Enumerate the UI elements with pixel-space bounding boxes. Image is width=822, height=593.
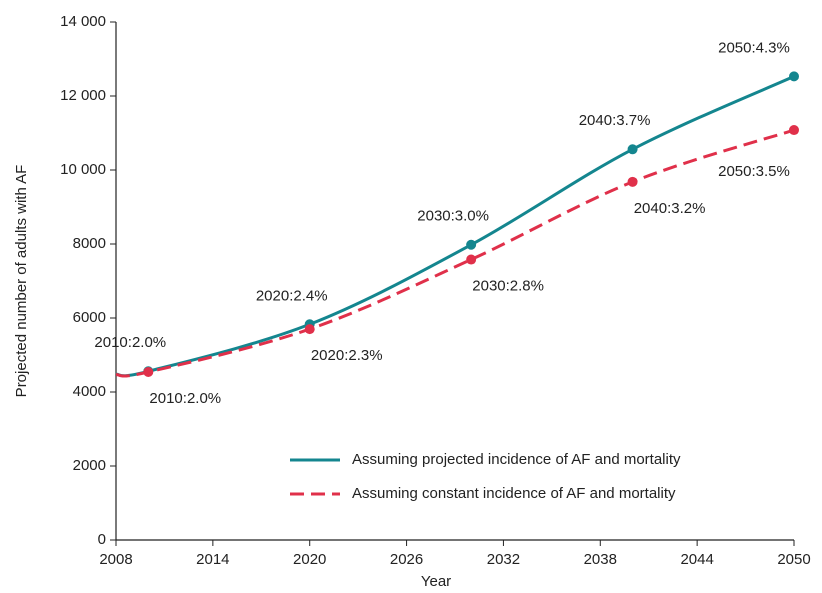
data-point <box>304 324 315 335</box>
point-label: 2020:2.4% <box>256 287 328 304</box>
data-point <box>466 254 477 265</box>
point-label: 2040:3.7% <box>579 112 651 129</box>
series-line <box>115 128 795 378</box>
x-tick-label: 2050 <box>777 551 810 568</box>
legend-label: Assuming projected incidence of AF and m… <box>352 451 681 468</box>
x-tick-label: 2026 <box>390 551 423 568</box>
x-tick-label: 2032 <box>487 551 520 568</box>
point-label: 2050:3.5% <box>718 163 790 180</box>
y-axis-title: Projected number of adults with AF <box>13 165 30 398</box>
y-tick-label: 8000 <box>73 235 106 252</box>
data-point <box>789 71 799 82</box>
data-point <box>789 125 799 136</box>
y-tick-label: 0 <box>98 531 106 548</box>
data-point <box>466 239 477 250</box>
data-point <box>143 367 154 378</box>
point-label: 2020:2.3% <box>311 347 383 364</box>
point-label: 2040:3.2% <box>634 200 706 217</box>
y-tick-label: 6000 <box>73 309 106 326</box>
x-tick-label: 2008 <box>99 551 132 568</box>
x-axis-title: Year <box>421 573 451 590</box>
data-point <box>627 176 638 187</box>
data-point <box>627 144 638 155</box>
series-line <box>115 75 795 378</box>
x-tick-label: 2044 <box>680 551 713 568</box>
x-tick-label: 2038 <box>584 551 617 568</box>
y-tick-label: 10 000 <box>60 161 106 178</box>
point-label: 2030:2.8% <box>472 278 544 295</box>
point-label: 2010:2.0% <box>149 390 221 407</box>
y-tick-label: 2000 <box>73 457 106 474</box>
point-label: 2030:3.0% <box>417 208 489 225</box>
legend-label: Assuming constant incidence of AF and mo… <box>352 485 676 502</box>
y-tick-label: 14 000 <box>60 13 106 30</box>
x-tick-label: 2014 <box>196 551 229 568</box>
point-label: 2050:4.3% <box>718 39 790 56</box>
y-tick-label: 12 000 <box>60 87 106 104</box>
y-tick-label: 4000 <box>73 383 106 400</box>
point-label: 2010:2.0% <box>94 334 166 351</box>
x-tick-label: 2020 <box>293 551 326 568</box>
